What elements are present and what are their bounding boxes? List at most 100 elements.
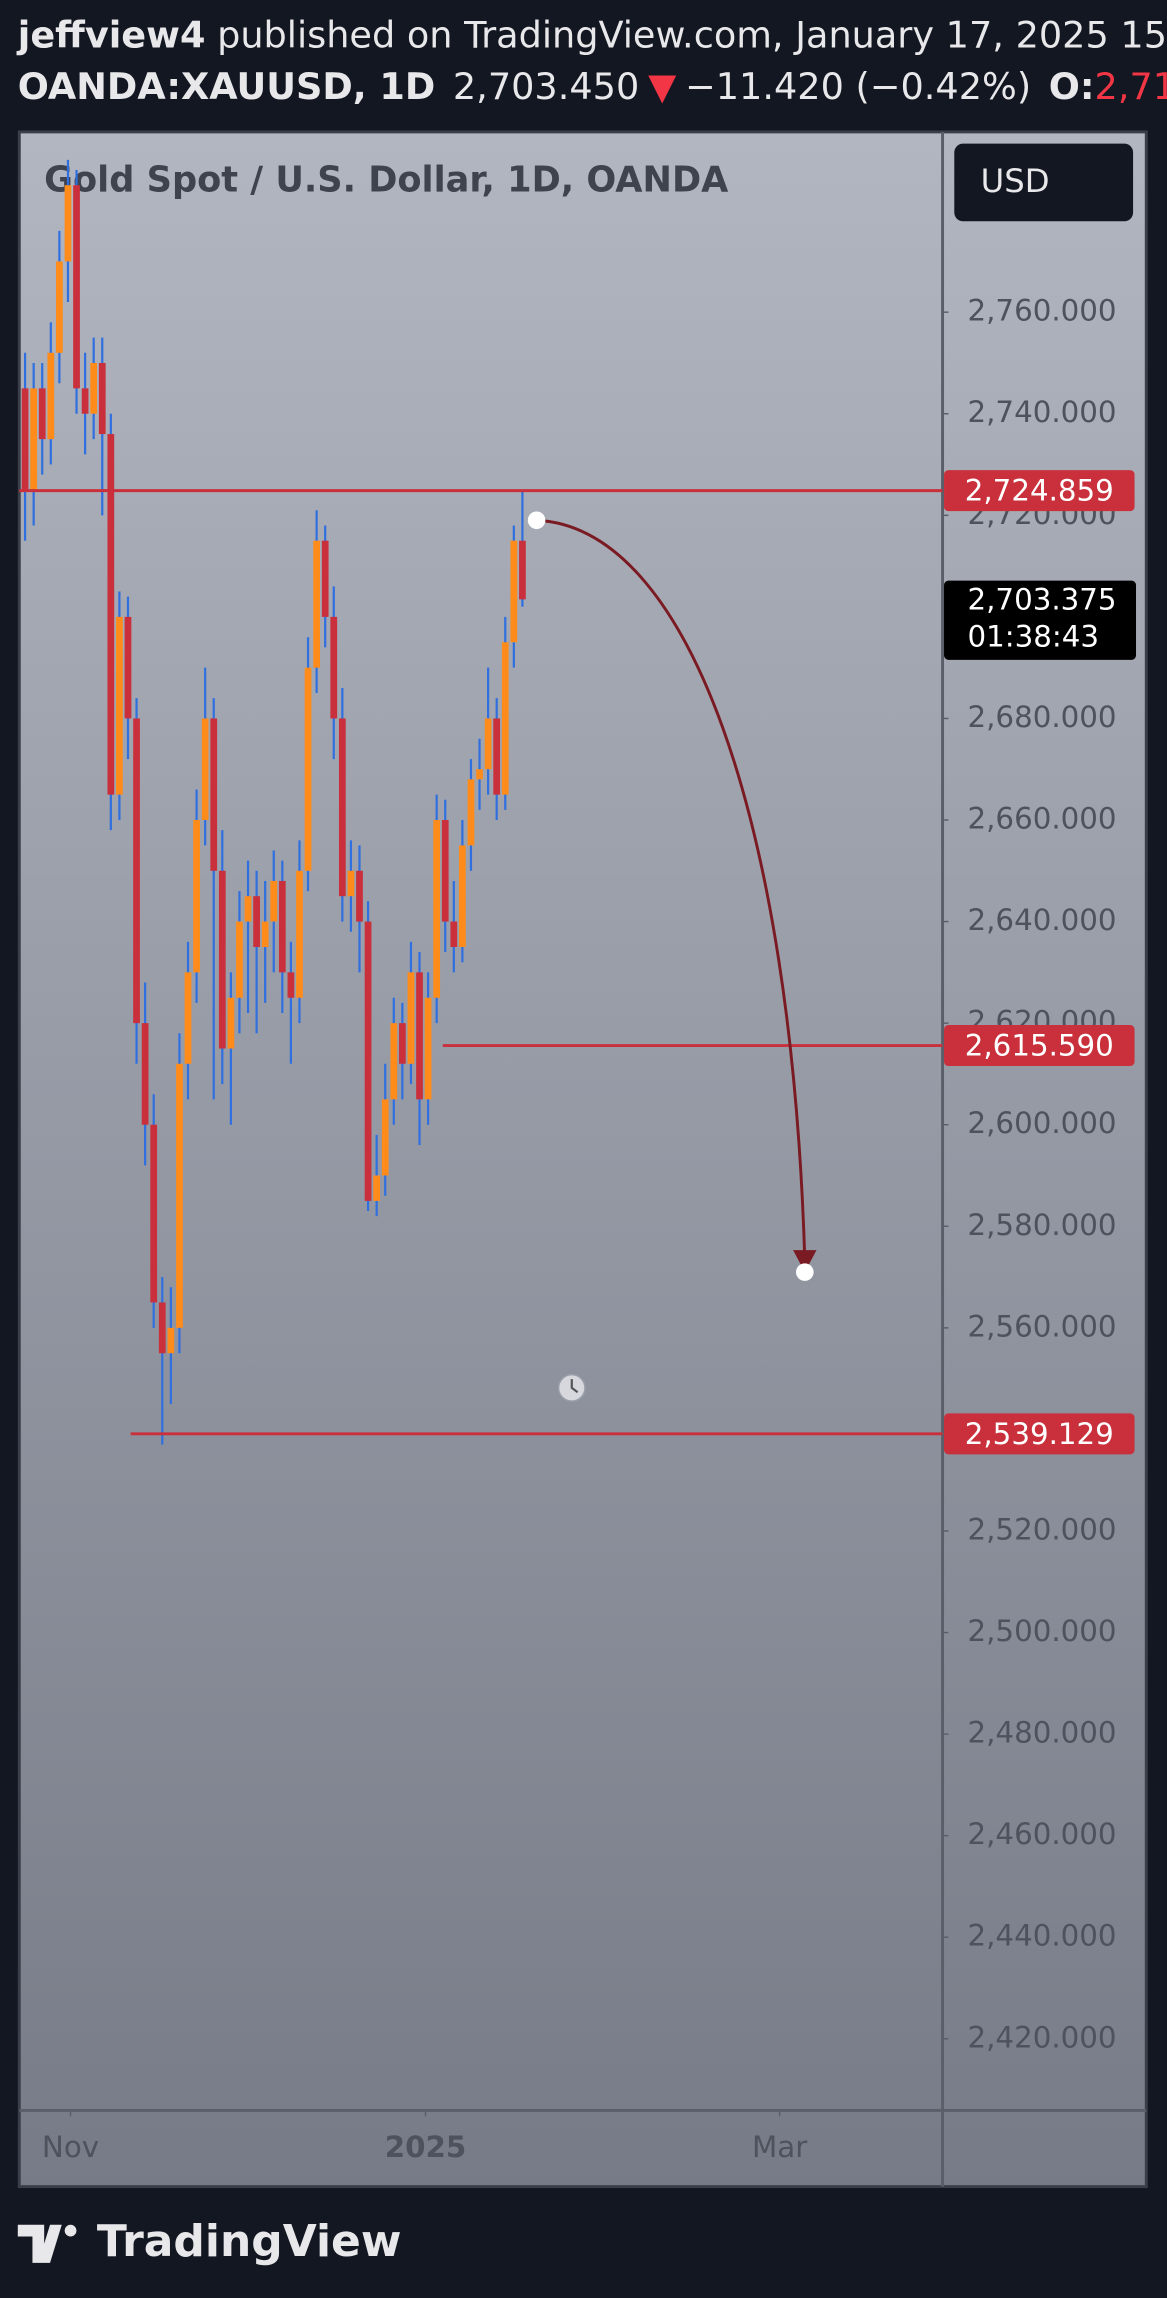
candle-body [407, 972, 415, 1064]
clock-hands [570, 1379, 579, 1394]
x-tick-label: Mar [752, 2130, 808, 2164]
level-tag [944, 470, 1135, 512]
candle-body [261, 921, 269, 947]
projection-arrow [536, 518, 807, 1261]
candle-body [347, 870, 355, 897]
level-label: 2,539.129 [965, 1417, 1114, 1451]
candle-body [493, 718, 501, 795]
chart-title: Gold Spot / U.S. Dollar, 1D, OANDA [44, 160, 729, 201]
candle-body [133, 718, 140, 1024]
candle-body [81, 388, 89, 414]
candle-body [116, 616, 123, 795]
countdown: 01:38:43 [967, 619, 1099, 653]
candle-body [270, 880, 278, 922]
candle-body [193, 820, 200, 973]
candle-body [459, 845, 466, 947]
anchor-point [527, 511, 546, 530]
candle-body [390, 1023, 398, 1100]
candle-body [296, 870, 303, 998]
y-tick-label: 2,460.000 [967, 1817, 1116, 1851]
logo-text: TradingView [97, 2216, 402, 2267]
open-label: O: [1049, 64, 1095, 107]
candle-body [90, 362, 98, 414]
candle-body [107, 434, 115, 795]
candle-body [167, 1327, 175, 1354]
candle-body [184, 972, 192, 1064]
candle-body [330, 616, 338, 719]
candle-body [424, 997, 432, 1100]
open-value: 2,714.215 [1095, 64, 1167, 107]
candle-body [201, 718, 209, 821]
currency-button[interactable] [954, 143, 1134, 222]
candle-body [218, 870, 226, 1049]
candle-body [253, 896, 260, 947]
candle-body [381, 1099, 389, 1176]
currency-label[interactable]: USD [981, 162, 1050, 200]
logo-dot [64, 2224, 77, 2237]
candle-body [373, 1175, 381, 1201]
y-tick-label: 2,440.000 [967, 1919, 1116, 1953]
last-price-label: 2,703.375 [967, 583, 1116, 617]
candle-body [304, 667, 312, 871]
published: published on TradingView.com, January 17… [205, 13, 1167, 56]
author: jeffview4 [16, 13, 206, 56]
candle-body [236, 921, 243, 998]
candle-body [141, 1023, 149, 1125]
candle-body [416, 972, 423, 1100]
y-tick-label: 2,420.000 [967, 2020, 1116, 2054]
level-tag [944, 1413, 1135, 1455]
logo: TradingView [17, 2216, 402, 2267]
y-tick-label: 2,760.000 [967, 294, 1116, 328]
y-tick-label: 2,660.000 [967, 802, 1116, 836]
candle-body [519, 540, 526, 600]
candle-body [278, 880, 286, 973]
logo-mark [17, 2224, 62, 2263]
candle-body [158, 1302, 166, 1354]
candle-body [150, 1124, 158, 1303]
candle-body [21, 388, 29, 490]
candle-body [287, 972, 295, 998]
candle-body [73, 185, 80, 389]
candle-body [98, 362, 106, 435]
candle-body [501, 642, 509, 795]
candle-body [30, 388, 38, 490]
y-tick-label: 2,600.000 [967, 1106, 1116, 1140]
anchor-point [796, 1263, 814, 1281]
y-tick-label: 2,580.000 [967, 1208, 1116, 1242]
candle-body [47, 352, 55, 440]
arrow: ▼ [648, 64, 677, 107]
candle-body [398, 1023, 406, 1064]
candle-body [476, 769, 483, 780]
candle-body [227, 997, 235, 1049]
header-line-2: OANDA:XAUUSD, 1D 2,703.450 ▼ −11.420 (−0.42… [18, 64, 1167, 107]
level-label: 2,724.859 [965, 474, 1114, 508]
candle-body [64, 185, 72, 262]
header-line-1: jeffview4 published on TradingView.com, … [16, 13, 1167, 56]
candle-body [38, 388, 46, 440]
candle-body [321, 540, 329, 617]
candle-body [338, 718, 346, 897]
candle-body [484, 718, 492, 770]
candle-body [56, 261, 63, 353]
candle-body [467, 779, 475, 846]
candle-body [124, 616, 132, 719]
price: 2,703.450 [453, 64, 639, 107]
candle-body [244, 896, 252, 922]
candle-body [356, 870, 363, 922]
chart-frame [17, 130, 1148, 2189]
last-price-tag [944, 580, 1137, 660]
symbol: OANDA:XAUUSD, 1D [18, 64, 436, 107]
candle-body [510, 540, 518, 643]
y-tick-label: 2,480.000 [967, 1716, 1116, 1750]
level-tag [944, 1025, 1135, 1067]
candle-body [441, 820, 449, 922]
candle-body [313, 540, 320, 668]
candle-body [364, 921, 372, 1201]
candle-body [433, 820, 441, 998]
y-tick-label: 2,680.000 [967, 700, 1116, 734]
level-label: 2,615.590 [965, 1029, 1114, 1063]
y-tick-label: 2,740.000 [967, 395, 1116, 429]
x-tick-label: 2025 [385, 2130, 467, 2164]
y-tick-label: 2,560.000 [967, 1309, 1116, 1343]
